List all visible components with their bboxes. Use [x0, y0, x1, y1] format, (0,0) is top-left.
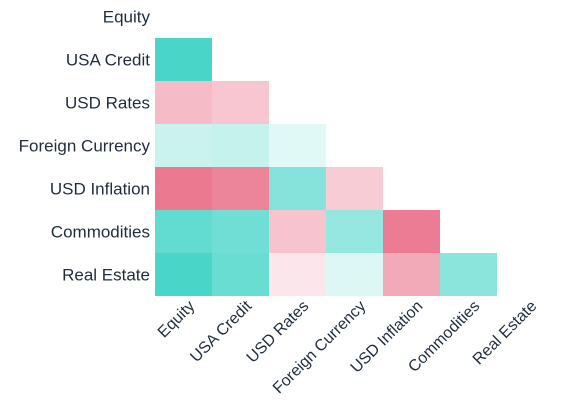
heatmap-cell-usa-credit-equity — [155, 38, 212, 81]
row-label-commodities: Commodities — [51, 223, 150, 242]
heatmap-cell-usd-rates-equity — [155, 81, 212, 124]
heatmap-cell-foreign-currency-equity — [155, 124, 212, 167]
heatmap-cell-real-estate-foreign-currency — [326, 253, 383, 296]
row-label-usd-rates: USD Rates — [65, 94, 150, 113]
row-label-usd-inflation: USD Inflation — [50, 180, 150, 199]
row-labels-layer: Equity USA Credit USD Rates Foreign Currenc… — [19, 8, 151, 285]
heatmap-cell-foreign-currency-usa-credit — [212, 124, 269, 167]
row-label-equity: Equity — [103, 8, 151, 27]
heatmap-cell-commodities-usd-rates — [269, 210, 326, 253]
heatmap-cell-usd-inflation-usd-rates — [269, 167, 326, 210]
heatmap-cell-usd-inflation-usa-credit — [212, 167, 269, 210]
col-label-equity: Equity — [155, 298, 198, 341]
row-label-usa-credit: USA Credit — [66, 51, 150, 70]
heatmap-cell-usd-rates-usa-credit — [212, 81, 269, 124]
heatmap-cell-usd-inflation-foreign-currency — [326, 167, 383, 210]
heatmap-cell-real-estate-commodities — [440, 253, 497, 296]
heatmap-cell-commodities-equity — [155, 210, 212, 253]
heatmap-cell-commodities-usd-inflation — [383, 210, 440, 253]
heatmap-cell-foreign-currency-usd-rates — [269, 124, 326, 167]
heatmap-cell-usd-inflation-equity — [155, 167, 212, 210]
heatmap-cell-commodities-usa-credit — [212, 210, 269, 253]
heatmap-cell-real-estate-usa-credit — [212, 253, 269, 296]
heatmap-cell-commodities-foreign-currency — [326, 210, 383, 253]
heatmap-cell-real-estate-usd-inflation — [383, 253, 440, 296]
cells-layer — [155, 38, 497, 296]
heatmap-cell-real-estate-usd-rates — [269, 253, 326, 296]
heatmap-cell-real-estate-equity — [155, 253, 212, 296]
row-label-foreign-currency: Foreign Currency — [19, 137, 151, 156]
row-label-real-estate: Real Estate — [62, 266, 150, 285]
